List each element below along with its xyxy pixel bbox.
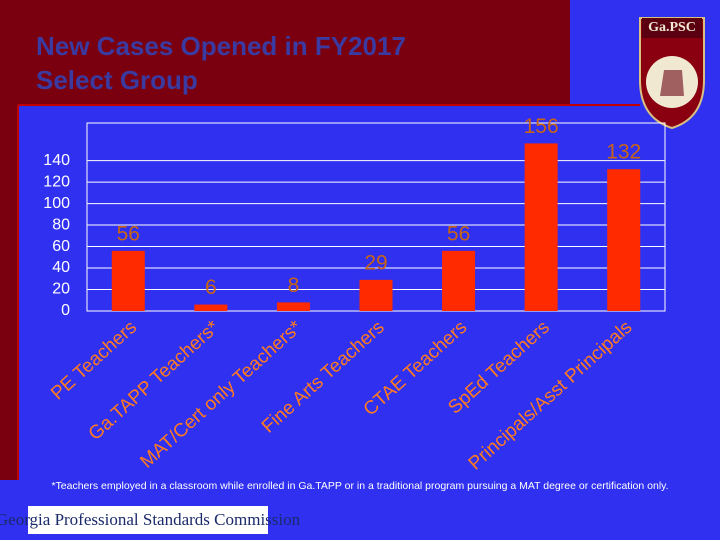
y-tick-label: 0 xyxy=(61,302,70,319)
logo-text: Ga.PSC xyxy=(648,20,696,35)
bar xyxy=(607,169,641,311)
y-tick-label: 40 xyxy=(52,259,70,276)
y-tick-label: 20 xyxy=(52,281,70,298)
logo: Ga.PSC xyxy=(639,17,705,130)
logo-header xyxy=(642,18,702,38)
value-label: 132 xyxy=(606,141,641,164)
bar xyxy=(359,279,393,311)
bar xyxy=(194,304,228,311)
footnote: *Teachers employed in a classroom while … xyxy=(51,480,668,492)
logo-map xyxy=(660,70,684,96)
y-tick-label: 80 xyxy=(52,216,70,233)
title-line: Select Group xyxy=(36,65,198,95)
value-label: 56 xyxy=(447,222,470,245)
y-tick-label: 140 xyxy=(43,152,70,169)
bar xyxy=(442,250,476,311)
org-name: Georgia Professional Standards Commissio… xyxy=(0,510,301,529)
value-label: 8 xyxy=(288,274,300,297)
y-tick-label: 100 xyxy=(43,195,70,212)
value-label: 6 xyxy=(205,276,217,299)
y-tick-label: 120 xyxy=(43,173,70,190)
value-label: 56 xyxy=(117,222,140,245)
bar xyxy=(276,302,310,311)
title-band xyxy=(0,0,570,105)
bar xyxy=(524,143,558,311)
y-tick-label: 60 xyxy=(52,238,70,255)
left-band xyxy=(0,105,18,480)
title-line: New Cases Opened in FY2017 xyxy=(36,31,406,61)
value-label: 156 xyxy=(524,115,559,138)
org-box xyxy=(28,506,268,534)
value-label: 29 xyxy=(364,251,387,274)
bar xyxy=(111,250,145,311)
